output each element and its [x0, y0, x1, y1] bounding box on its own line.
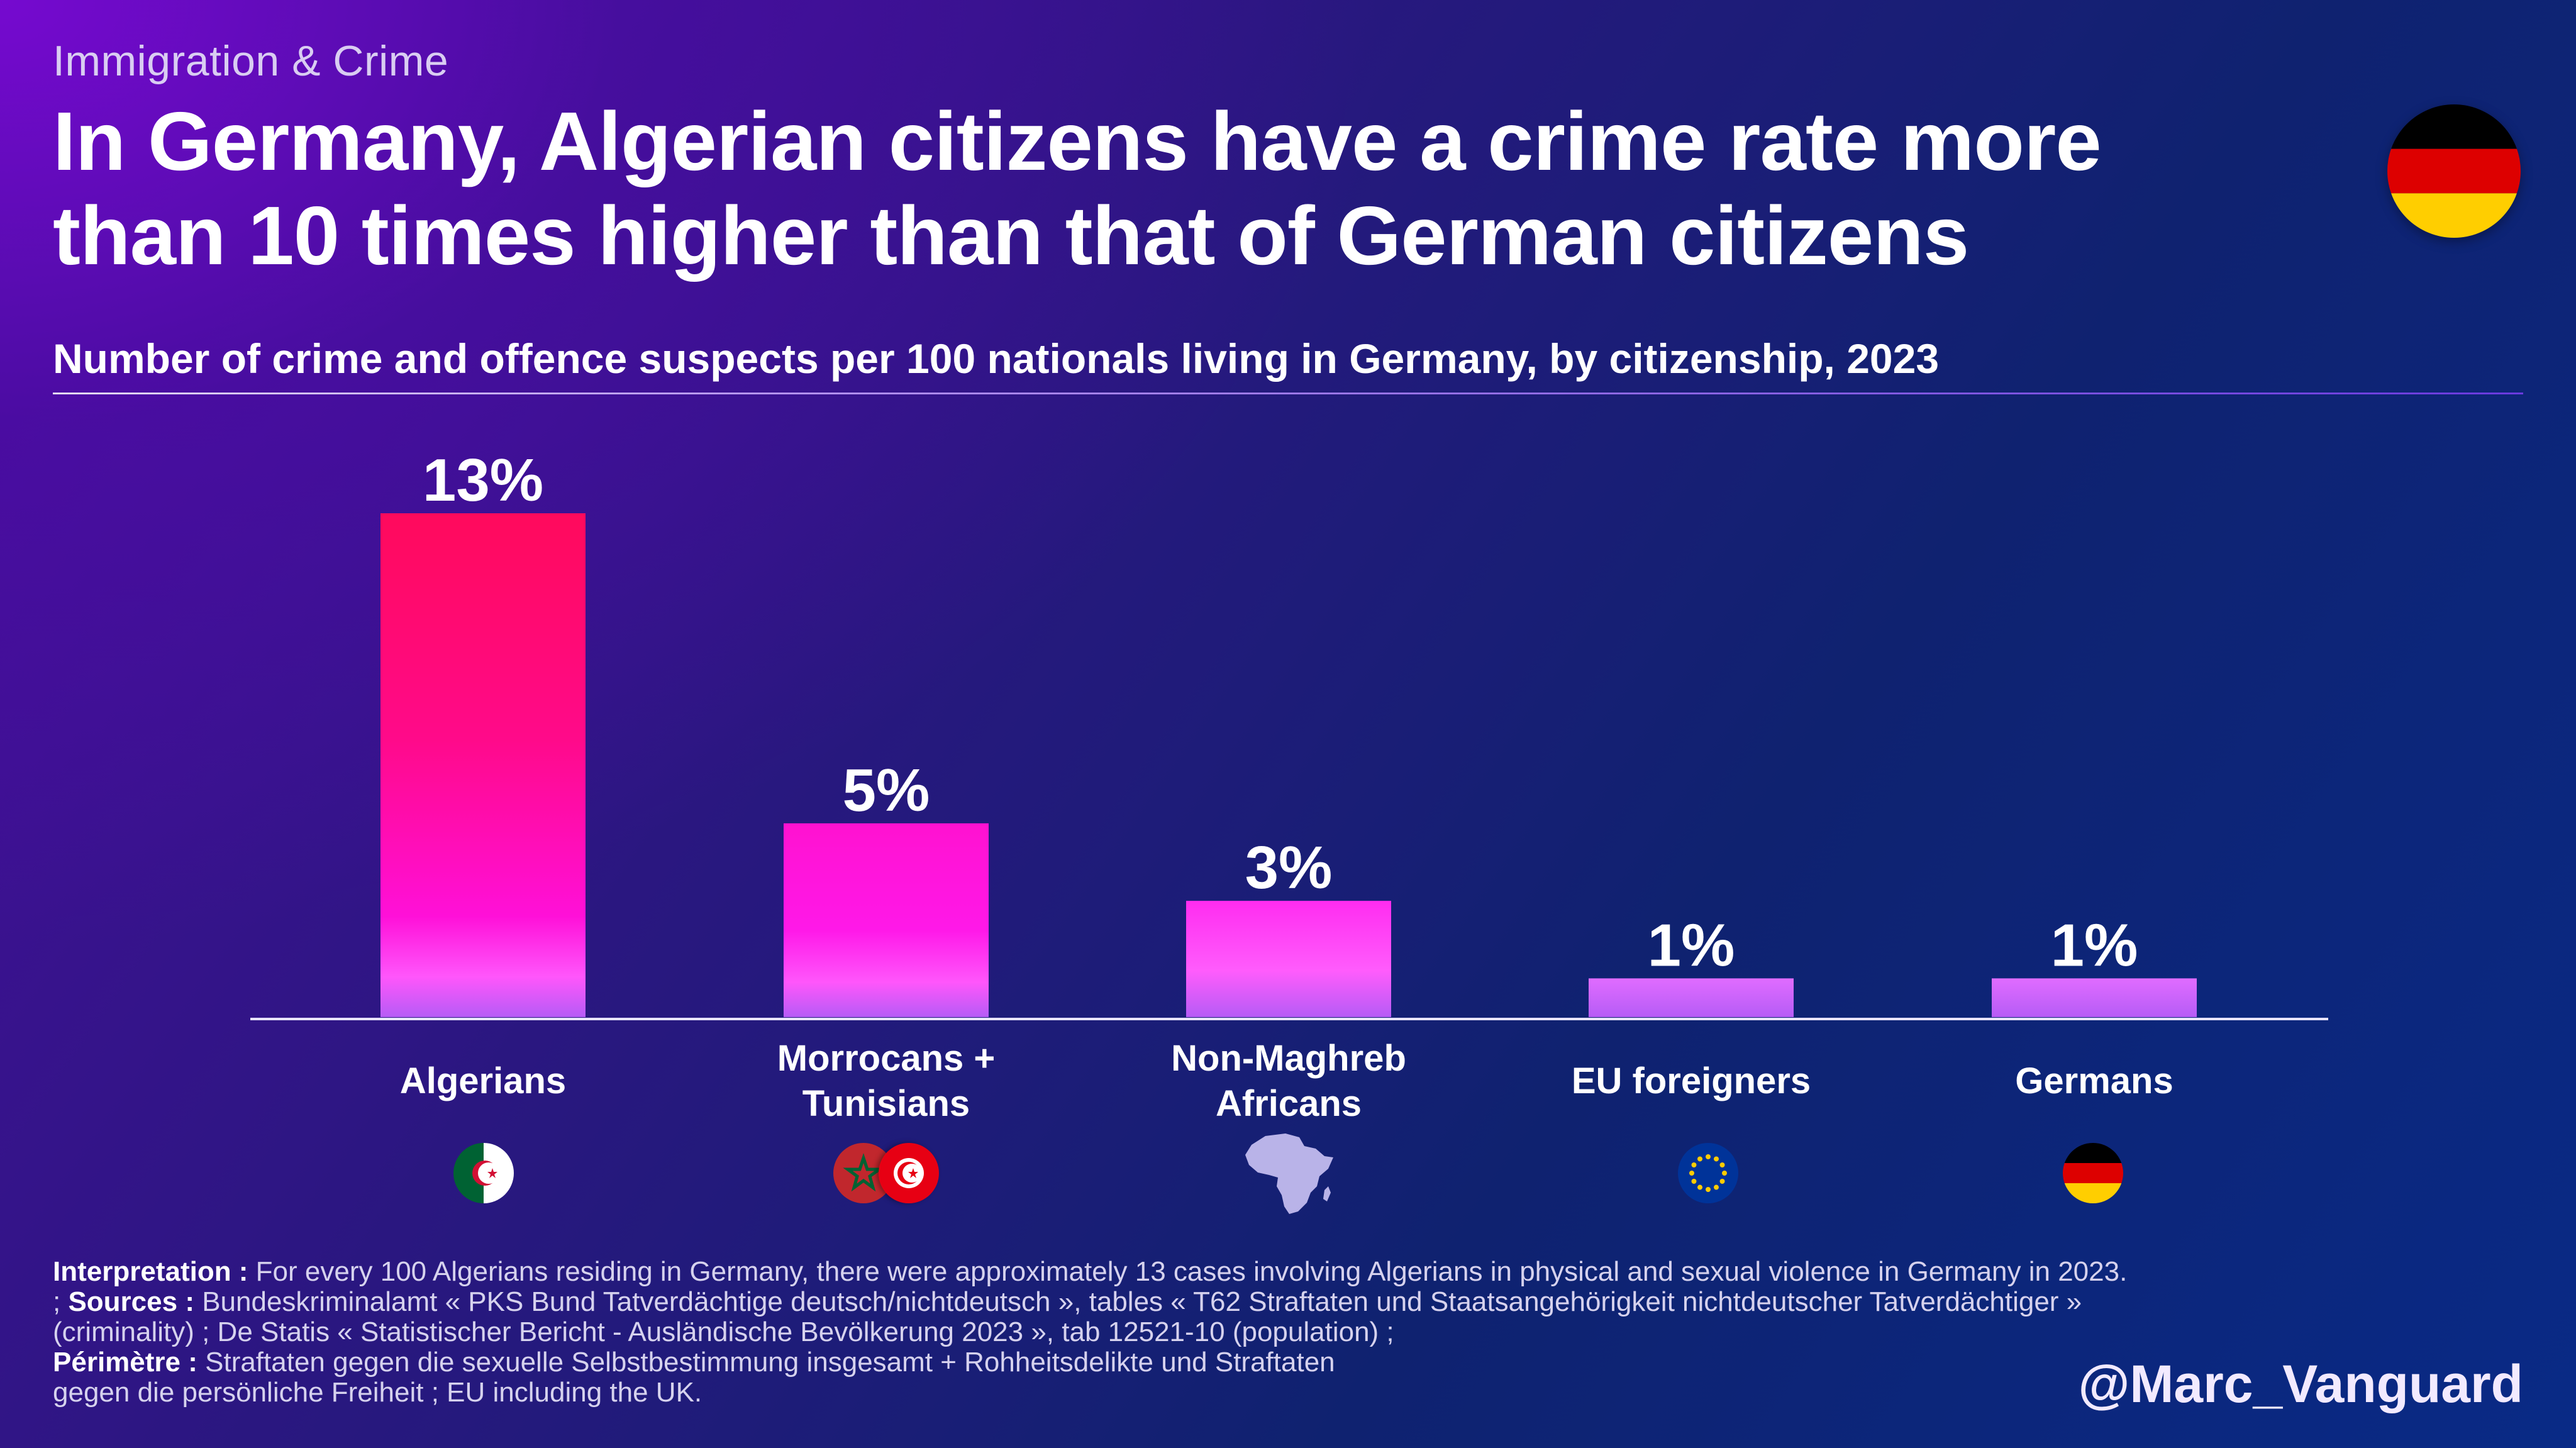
subtitle-divider	[53, 393, 2523, 394]
interpretation-text: For every 100 Algerians residing in Germ…	[53, 1256, 2128, 1317]
bar-eu-foreigners	[1589, 978, 1794, 1017]
value-label-eu-foreigners: 1%	[1648, 911, 1735, 979]
sources-text: Bundeskriminalamt « PKS Bund Tatverdächt…	[53, 1286, 2082, 1347]
author-handle: @Marc_Vanguard	[2078, 1354, 2523, 1413]
germany-flag-small-icon	[2063, 1143, 2123, 1203]
kicker-category: Immigration & Crime	[53, 37, 449, 85]
headline: In Germany, Algerian citizens have a cri…	[53, 95, 2102, 282]
eu-flag-icon	[1678, 1143, 1738, 1203]
category-label-morrocans-tunisians: Morrocans + Tunisians	[777, 1038, 996, 1124]
value-label-germans: 1%	[2051, 911, 2138, 979]
category-label-eu-foreigners: EU foreigners	[1572, 1061, 1811, 1101]
category-label-non-maghreb-africans: Non-Maghreb Africans	[1171, 1038, 1406, 1124]
value-label-non-maghreb-africans: 3%	[1245, 834, 1333, 901]
perimetre-text-2: gegen die persönliche Freiheit ; EU incl…	[53, 1377, 702, 1408]
chart-subtitle: Number of crime and offence suspects per…	[53, 335, 1940, 382]
category-label-germans: Germans	[2015, 1061, 2173, 1101]
category-label-algerians: Algerians	[400, 1061, 566, 1101]
value-label-morrocans-tunisians: 5%	[843, 757, 930, 824]
value-label-algerians: 13%	[423, 447, 543, 514]
bar-germans	[1992, 978, 2197, 1017]
perimetre-text-1: Straftaten gegen die sexuelle Selbstbest…	[197, 1347, 1335, 1378]
algeria-flag-icon	[453, 1143, 514, 1203]
sources-label: Sources :	[68, 1286, 194, 1317]
footnote: Interpretation : For every 100 Algerians…	[53, 1257, 2128, 1408]
tunisia-flag-icon	[879, 1143, 939, 1203]
morocco-tunisia-flags-icon	[833, 1143, 940, 1206]
interpretation-label: Interpretation :	[53, 1256, 248, 1287]
perimetre-label: Périmètre :	[53, 1347, 197, 1378]
bar-algerians	[380, 513, 586, 1017]
africa-map-icon	[1241, 1132, 1337, 1218]
bar-morrocans-tunisians	[784, 823, 989, 1017]
bar-non-maghreb-africans	[1186, 901, 1391, 1017]
